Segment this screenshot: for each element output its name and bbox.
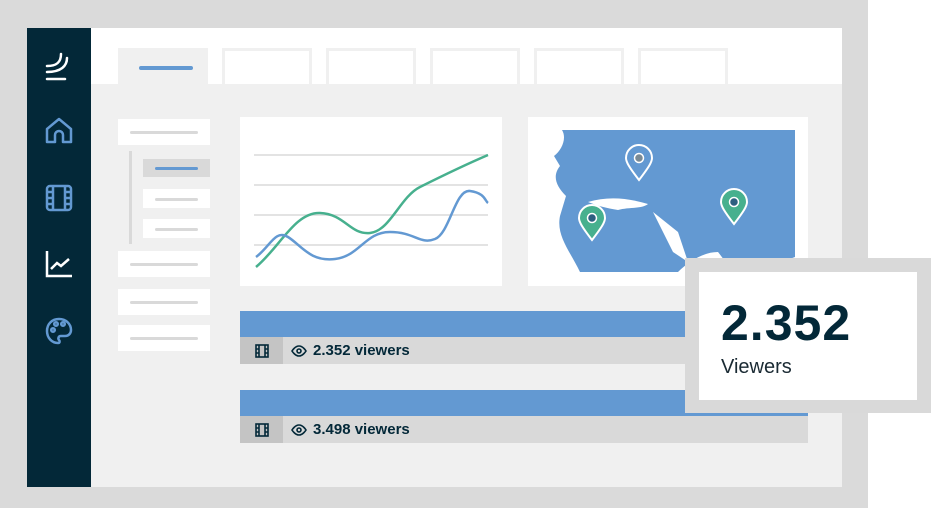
viewer-count: 3.498 viewers [313,421,410,438]
tab[interactable] [534,48,624,84]
tab-bar [91,28,842,84]
map-pin-icon [719,188,749,226]
tree-line [129,151,132,244]
film-icon [240,337,283,364]
line-chart-panel [240,117,502,286]
map-pin-icon [577,204,607,242]
stat-label: Viewers [721,356,792,378]
nav-subitem-selected[interactable] [143,159,210,177]
line-chart [254,153,489,268]
nav-subitem[interactable] [143,219,210,238]
viewer-count: 2.352 viewers [313,342,410,359]
tab[interactable] [326,48,416,84]
sidebar-item-analytics[interactable] [43,248,75,280]
viewers-stat-card: 2.352 Viewers [685,258,931,413]
series-green [255,153,489,268]
map-pin-icon [624,144,654,182]
eye-icon [291,344,307,357]
sidebar-item-palette[interactable] [43,315,75,347]
sidebar-item-film[interactable] [43,182,75,214]
nav-subitem[interactable] [143,189,210,208]
nav-item[interactable] [118,325,210,351]
tab[interactable] [430,48,520,84]
stat-value: 2.352 [721,295,852,351]
world-map [542,130,795,272]
tab-active[interactable] [118,48,208,84]
eye-icon [291,423,307,436]
map-panel [528,117,808,286]
tab[interactable] [638,48,728,84]
sidebar [27,28,91,487]
film-icon [240,416,283,443]
app-window: 2.352 viewers 3.498 viewers [27,28,842,487]
nav-item[interactable] [118,289,210,315]
tab[interactable] [222,48,312,84]
logo-icon [45,52,69,81]
nav-item[interactable] [118,119,210,145]
nav-item[interactable] [118,251,210,277]
sidebar-item-home[interactable] [43,115,75,147]
series-blue [255,189,489,261]
